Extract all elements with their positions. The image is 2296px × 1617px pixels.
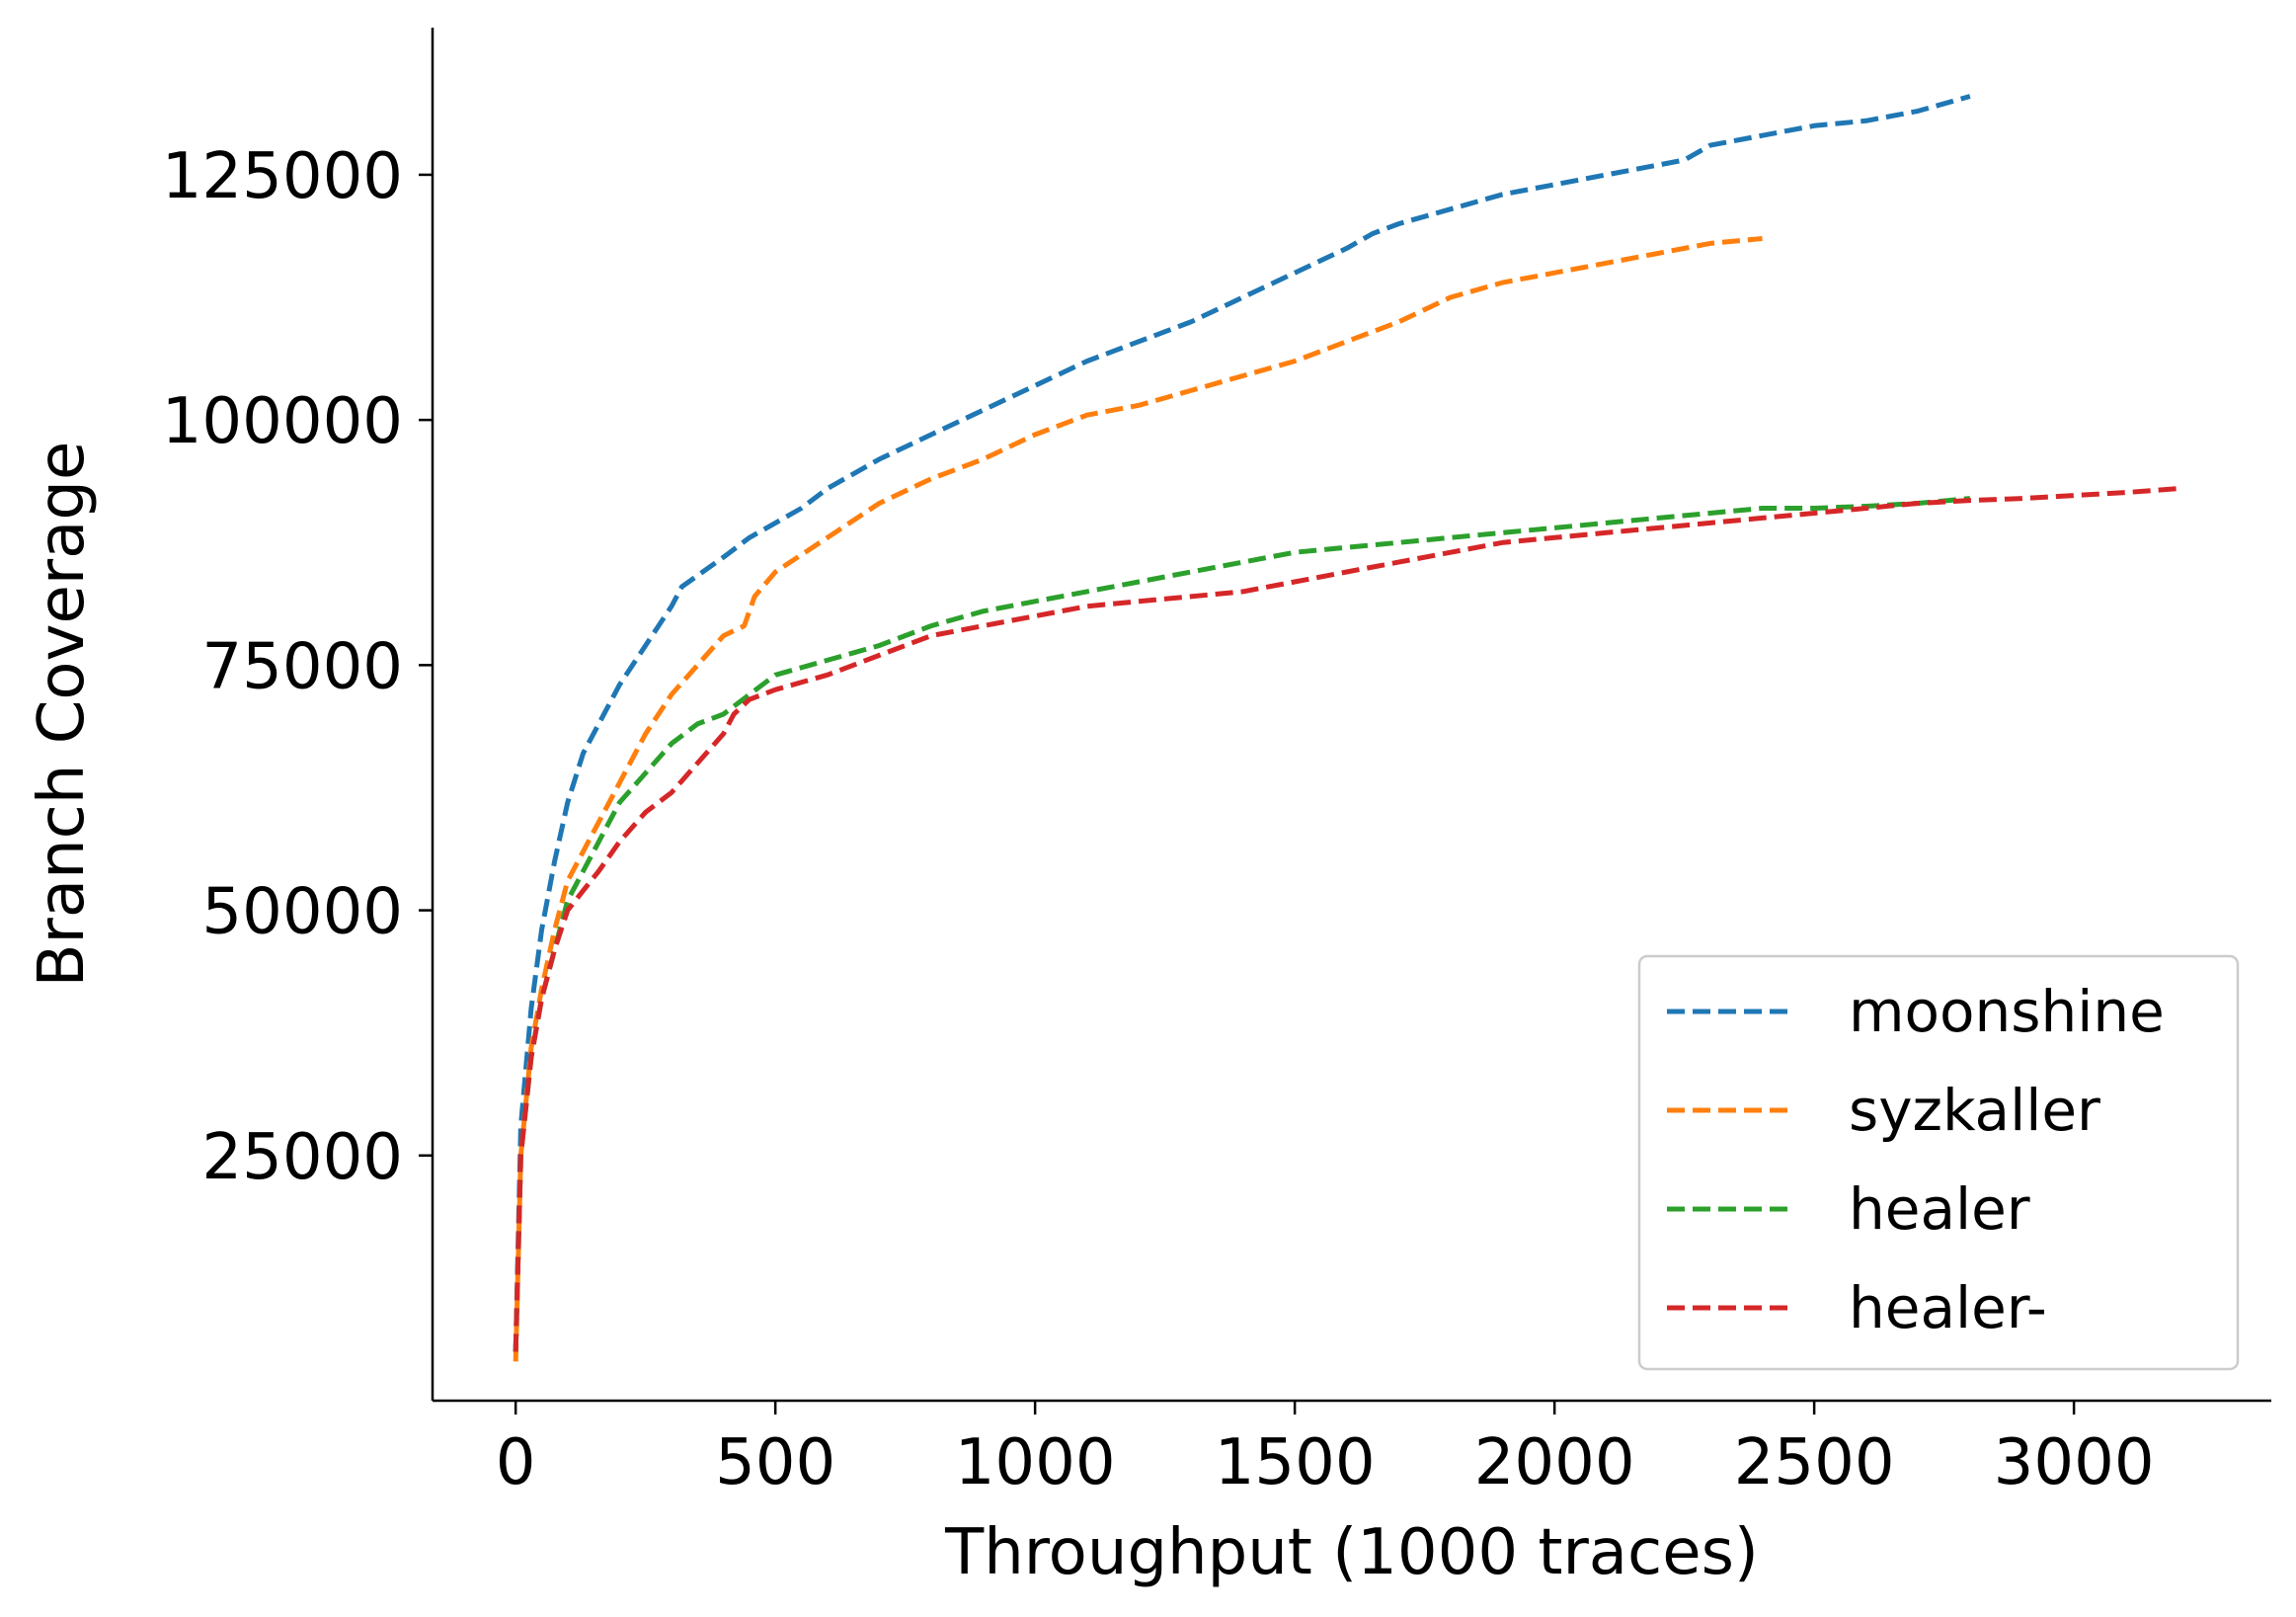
- axes: [431, 28, 2271, 1403]
- legend-label: moonshine: [1849, 978, 2165, 1045]
- legend-label: syzkaller: [1849, 1077, 2100, 1144]
- y-tick-label: 100000: [162, 385, 403, 458]
- legend-label: healer-: [1849, 1274, 2047, 1341]
- y-axis-title: Branch Coverage: [26, 442, 99, 988]
- series-line-syzkaller: [513, 236, 1763, 1362]
- series-line-healer-: [513, 486, 2178, 1352]
- x-tick-label: 3000: [1994, 1426, 2155, 1499]
- x-axis-title: Throughput (1000 traces): [944, 1516, 1759, 1589]
- x-tick-label: 1000: [955, 1426, 1116, 1499]
- x-tick-label: 0: [496, 1426, 536, 1499]
- y-ticks: 25000 50000 75000 100000 125000: [162, 140, 433, 1194]
- y-tick-label: 50000: [201, 876, 403, 949]
- series-line-healer: [513, 496, 1971, 1352]
- legend: moonshine syzkaller healer healer-: [1637, 954, 2240, 1371]
- legend-label: healer: [1849, 1175, 2030, 1243]
- x-ticks: 0 500 1000 1500 2000 2500 3000: [496, 1401, 2155, 1499]
- x-tick-label: 1500: [1215, 1426, 1376, 1499]
- y-tick-label: 25000: [201, 1121, 403, 1194]
- x-tick-label: 500: [715, 1426, 835, 1499]
- series-line-moonshine: [513, 94, 1971, 1352]
- plot-lines: [513, 94, 2178, 1362]
- x-tick-label: 2000: [1474, 1426, 1635, 1499]
- legend-box: [1637, 954, 2240, 1371]
- y-tick-label: 75000: [201, 630, 403, 703]
- x-tick-label: 2500: [1734, 1426, 1895, 1499]
- y-tick-label: 125000: [162, 140, 403, 213]
